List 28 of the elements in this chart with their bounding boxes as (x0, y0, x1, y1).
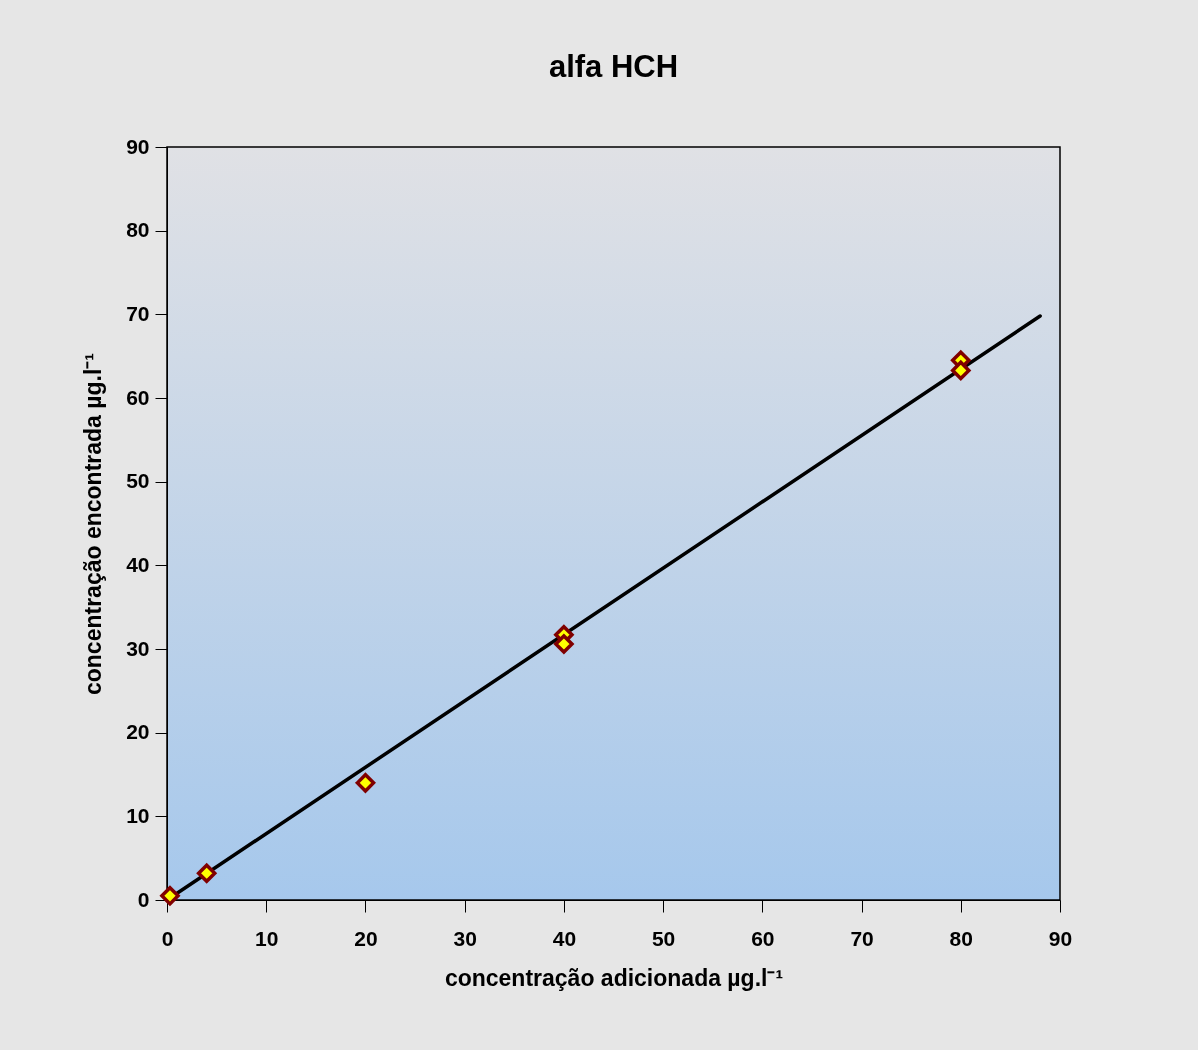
x-tick-label: 70 (850, 926, 874, 950)
y-tick-label: 20 (126, 720, 150, 744)
y-tick-label: 60 (126, 385, 150, 409)
point (355, 773, 376, 793)
y-tick-label: 90 (126, 134, 150, 158)
x-tick-label: 20 (354, 926, 378, 950)
y-tick-label: 70 (126, 301, 150, 325)
point (950, 360, 971, 381)
y-tick-label: 30 (126, 636, 150, 660)
y-tick-label: 80 (126, 218, 150, 242)
x-tick-label: 50 (651, 926, 676, 950)
y-tick-label: 0 (137, 887, 150, 911)
x-axis-title: concentração adicionada µg.l⁻¹ (444, 964, 784, 991)
x-tick-label: 90 (1048, 926, 1073, 950)
y-axis-title: concentração encontrada µg.l⁻¹ (80, 352, 107, 696)
x-tick-label: 60 (751, 926, 775, 950)
point (196, 863, 217, 884)
x-tick-label: 30 (453, 926, 477, 950)
x-tick-label: 0 (161, 926, 174, 950)
y-tick-label: 50 (126, 469, 150, 493)
x-tick-label: 10 (255, 926, 279, 950)
x-tick-label: 80 (949, 926, 973, 950)
point (160, 886, 180, 906)
x-tick-label: 40 (552, 926, 577, 950)
y-tick-label: 10 (126, 803, 150, 827)
chart-title: alfa HCH (548, 49, 679, 84)
y-tick-label: 40 (126, 552, 150, 576)
point (554, 634, 574, 654)
